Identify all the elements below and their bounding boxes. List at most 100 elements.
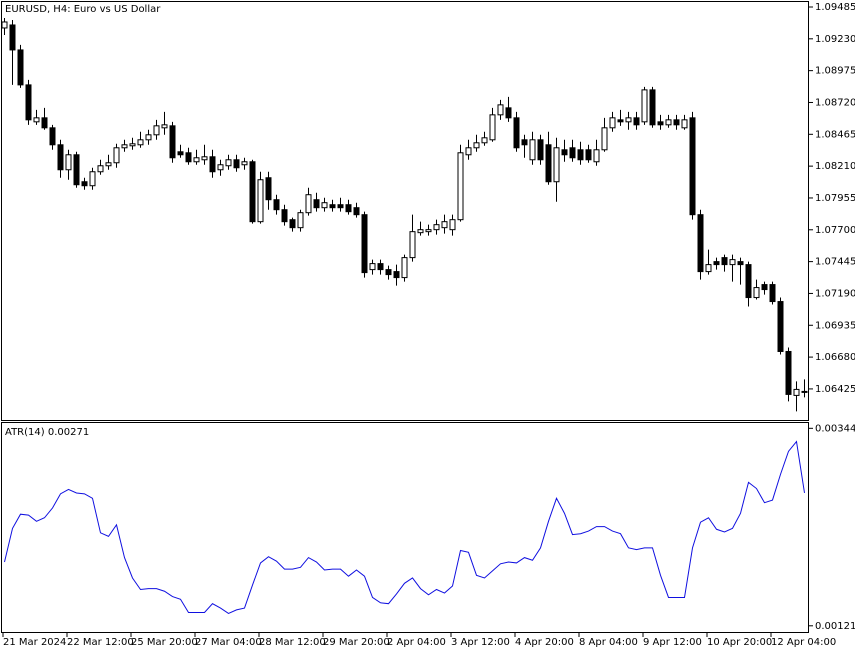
candle-body (65, 154, 72, 171)
candle-body (369, 263, 376, 271)
candle-body (433, 224, 440, 231)
candle-body (585, 149, 592, 161)
candle-body (137, 139, 144, 146)
candle-body (673, 119, 680, 126)
candle-body (169, 125, 176, 159)
candle-body (697, 214, 704, 273)
candle-body (689, 117, 696, 216)
candle-body (361, 214, 368, 274)
candle-body (649, 89, 656, 126)
atr-line (4, 440, 805, 614)
candle-body (33, 117, 40, 123)
candle-body (9, 24, 16, 51)
y-tick-label: 0.00121 (815, 621, 855, 632)
candle-body (449, 219, 456, 231)
x-tick-label: 12 Apr 04:00 (771, 637, 836, 648)
candle-body (793, 388, 800, 396)
candle-body (1, 21, 8, 29)
x-tick-label: 25 Mar 20:00 (131, 637, 198, 648)
candle-body (201, 156, 208, 161)
candle-body (321, 202, 328, 209)
candle-body (225, 159, 232, 167)
candle-body (601, 127, 608, 151)
candle-body (721, 257, 728, 266)
y-tick-label: 0.00344 (815, 423, 855, 434)
candle-body (209, 156, 216, 173)
candle-body (625, 117, 632, 123)
candle-body (49, 127, 56, 146)
y-tick-label: 1.06425 (815, 384, 855, 395)
candle-body (217, 164, 224, 171)
candle-body (705, 264, 712, 273)
candle-body (657, 121, 664, 126)
candle-body (513, 117, 520, 149)
y-tick-label: 1.09485 (815, 2, 855, 13)
candle-body (489, 114, 496, 141)
candle-body (89, 171, 96, 187)
candle-body (593, 149, 600, 163)
candle-body (257, 179, 264, 223)
x-tick-label: 28 Mar 12:00 (259, 637, 326, 648)
candle-body (385, 269, 392, 276)
candle-body (729, 259, 736, 266)
candle-body (617, 119, 624, 123)
candle-body (17, 49, 24, 86)
x-tick-label: 22 Mar 12:00 (67, 637, 134, 648)
chart-title: EURUSD, H4: Euro vs US Dollar (5, 4, 161, 15)
candle-body (569, 147, 576, 159)
candle-body (713, 261, 720, 266)
candle-body (337, 204, 344, 209)
candle-body (273, 199, 280, 211)
y-tick-label: 1.07955 (815, 193, 855, 204)
candle-body (313, 199, 320, 209)
candle-body (193, 157, 200, 163)
x-tick-label: 10 Apr 20:00 (707, 637, 772, 648)
atr-panel (1, 422, 809, 633)
y-tick-label: 1.06935 (815, 320, 855, 331)
candle-body (297, 212, 304, 229)
candle-body (249, 161, 256, 223)
candle-body (465, 147, 472, 156)
candle-body (425, 229, 432, 233)
candle-body (761, 284, 768, 291)
x-tick-label: 29 Mar 20:00 (323, 637, 390, 648)
y-tick-label: 1.06680 (815, 352, 855, 363)
candle-body (185, 152, 192, 163)
x-tick-label: 8 Apr 04:00 (579, 637, 638, 648)
candle-body (129, 143, 136, 147)
indicator-title: ATR(14) 0.00271 (5, 427, 89, 438)
candle-body (265, 177, 272, 201)
candle-body (393, 271, 400, 279)
candle-body (801, 390, 808, 393)
y-tick-label: 1.08720 (815, 97, 855, 108)
candle-body (329, 204, 336, 209)
candle-body (345, 204, 352, 213)
x-tick-label: 3 Apr 12:00 (451, 637, 510, 648)
candle-body (409, 231, 416, 259)
candle-body (681, 119, 688, 129)
candle-body (753, 287, 760, 299)
candle-body (81, 181, 88, 187)
candle-body (745, 264, 752, 299)
candle-body (665, 119, 672, 126)
candle-body (737, 261, 744, 266)
candle-body (57, 144, 64, 171)
candle-body (641, 89, 648, 123)
candle-body (633, 117, 640, 126)
candle-body (505, 107, 512, 119)
y-tick-label: 1.07190 (815, 288, 855, 299)
candle-body (25, 84, 32, 121)
candle-body (105, 162, 112, 167)
candle-body (577, 149, 584, 161)
candle-body (441, 221, 448, 229)
candle-body (401, 257, 408, 279)
candle-body (177, 151, 184, 156)
candle-body (281, 209, 288, 223)
candle-body (545, 144, 552, 183)
candle-body (113, 147, 120, 164)
candle-body (529, 139, 536, 161)
candle-body (73, 154, 80, 186)
y-tick-label: 1.07700 (815, 225, 855, 236)
y-tick-label: 1.07445 (815, 257, 855, 268)
